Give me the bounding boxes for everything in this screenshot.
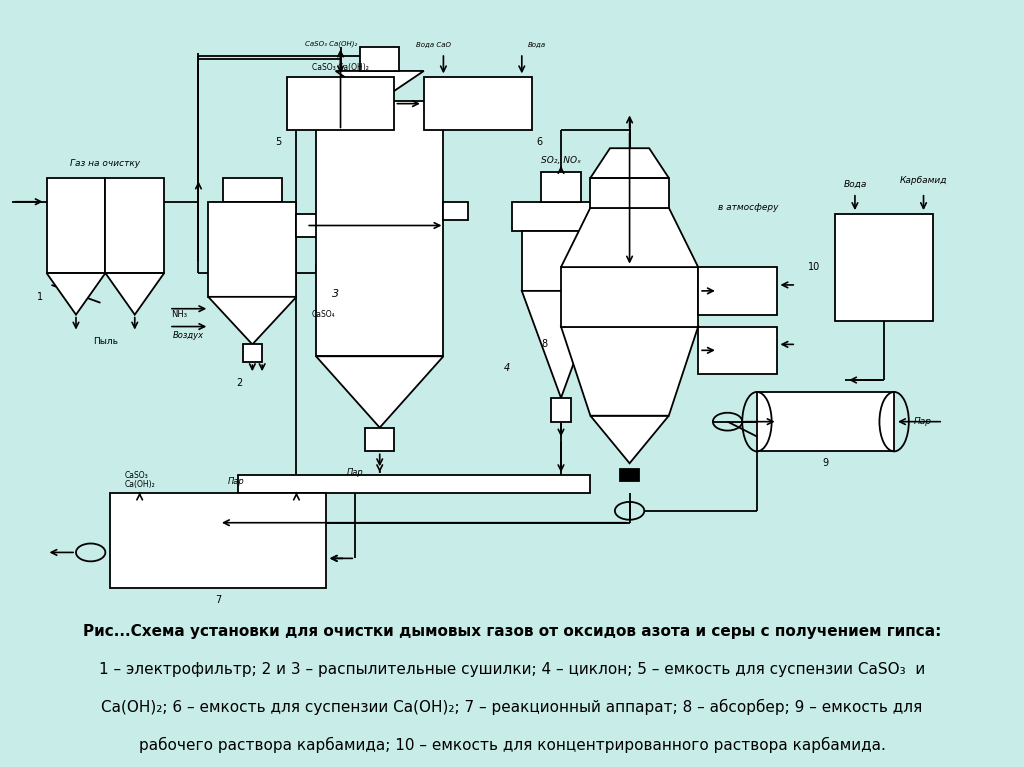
Polygon shape: [561, 208, 698, 267]
Text: Воздух: Воздух: [173, 331, 204, 340]
Bar: [360, 48, 399, 71]
Text: 2: 2: [237, 378, 243, 388]
Bar: [836, 214, 933, 321]
Bar: [443, 202, 468, 219]
Bar: [512, 202, 610, 232]
Bar: [698, 327, 776, 374]
Text: 6: 6: [537, 137, 543, 147]
Bar: [105, 178, 164, 273]
Polygon shape: [46, 273, 105, 314]
Polygon shape: [208, 297, 296, 344]
Text: 3: 3: [332, 289, 339, 299]
Bar: [591, 178, 669, 208]
Text: 4: 4: [504, 363, 510, 374]
Text: 1 – электрофильтр; 2 и 3 – распылительные сушилки; 4 – циклон; 5 – емкость для с: 1 – электрофильтр; 2 и 3 – распылительны…: [99, 662, 925, 677]
Text: SO₂, NOₓ: SO₂, NOₓ: [541, 156, 581, 165]
Bar: [223, 178, 282, 202]
Text: Вода: Вода: [527, 41, 546, 48]
Text: Пар: Пар: [347, 468, 364, 476]
Bar: [698, 267, 776, 314]
Bar: [296, 214, 321, 238]
Bar: [757, 392, 894, 451]
Polygon shape: [591, 416, 669, 463]
Text: Вода CaO: Вода CaO: [416, 41, 452, 48]
Polygon shape: [591, 148, 669, 178]
Polygon shape: [522, 291, 600, 398]
Bar: [316, 100, 443, 357]
Text: Рис...Схема установки для очистки дымовых газов от оксидов азота и серы с получе: Рис...Схема установки для очистки дымовы…: [83, 624, 941, 639]
Bar: [111, 493, 326, 588]
Bar: [551, 398, 570, 422]
Text: Пыль: Пыль: [93, 337, 118, 346]
Bar: [522, 232, 600, 291]
Bar: [542, 172, 581, 202]
Text: Пар: Пар: [228, 476, 245, 486]
Bar: [561, 267, 698, 327]
Text: CaSO₃ Ca(OH)₂: CaSO₃ Ca(OH)₂: [304, 41, 356, 48]
Text: NH₃: NH₃: [171, 310, 186, 319]
Text: 5: 5: [275, 137, 282, 147]
Bar: [287, 77, 394, 130]
Polygon shape: [561, 327, 698, 416]
Text: CaSO₄: CaSO₄: [311, 310, 335, 319]
Bar: [620, 469, 639, 481]
Text: Пар: Пар: [913, 417, 932, 426]
Text: Ca(OH)₂; 6 – емкость для суспензии Ca(OH)₂; 7 – реакционный аппарат; 8 – абсорбе: Ca(OH)₂; 6 – емкость для суспензии Ca(OH…: [101, 700, 923, 716]
Bar: [365, 428, 394, 451]
Bar: [424, 77, 531, 130]
Text: в атмосферу: в атмосферу: [718, 203, 778, 212]
Text: 7: 7: [215, 595, 221, 605]
Text: Ca(OH)₂: Ca(OH)₂: [125, 479, 156, 489]
Text: рабочего раствора карбамида; 10 – емкость для концентрированного раствора карбам: рабочего раствора карбамида; 10 – емкост…: [138, 737, 886, 753]
Polygon shape: [336, 71, 424, 100]
Bar: [208, 202, 296, 297]
Text: Карбамид: Карбамид: [900, 176, 947, 186]
Bar: [243, 344, 262, 362]
Polygon shape: [105, 273, 164, 314]
Text: 9: 9: [822, 458, 828, 469]
Text: 10: 10: [808, 262, 820, 272]
Text: 8: 8: [542, 339, 548, 350]
Text: Вода: Вода: [843, 179, 866, 189]
Text: 1: 1: [37, 291, 43, 302]
Text: CaSO₃: CaSO₃: [125, 471, 148, 479]
Text: Газ на очистку: Газ на очистку: [71, 159, 140, 167]
Polygon shape: [316, 357, 443, 428]
Text: CaSO₃ Ca(OH)₂: CaSO₃ Ca(OH)₂: [312, 64, 369, 72]
Bar: [46, 178, 105, 273]
Bar: [238, 476, 591, 493]
